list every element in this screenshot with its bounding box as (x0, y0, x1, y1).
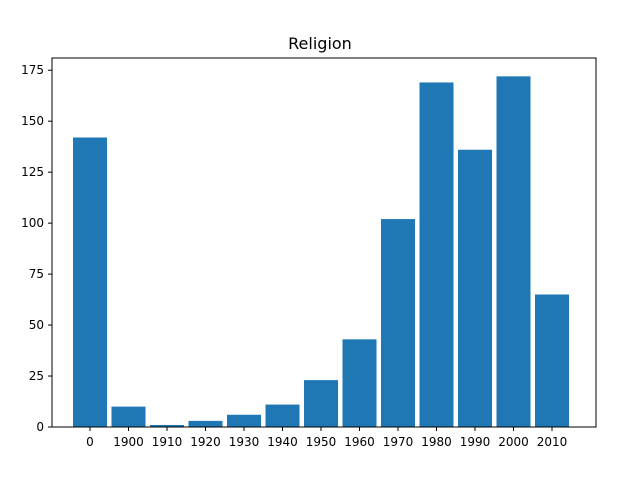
x-tick-label-1930: 1930 (229, 435, 260, 449)
x-tick-label-1980: 1980 (421, 435, 452, 449)
y-tick-label-25: 25 (29, 369, 44, 383)
x-tick-label-1910: 1910 (152, 435, 183, 449)
bar-1910 (150, 424, 184, 427)
bar-1920 (188, 420, 223, 427)
y-tick-label-150: 150 (21, 114, 44, 128)
x-tick-label-1990: 1990 (460, 435, 491, 449)
bar-2000 (496, 76, 531, 427)
bar-1980 (419, 82, 454, 428)
x-tick-label-1920: 1920 (190, 435, 221, 449)
y-tick-label-0: 0 (36, 420, 44, 434)
x-tick-label-1940: 1940 (267, 435, 298, 449)
y-tick-label-50: 50 (29, 318, 44, 332)
x-tick-label-2010: 2010 (537, 435, 568, 449)
bar-1940 (265, 404, 300, 427)
bar-2010 (535, 294, 569, 427)
bars-layer (73, 76, 569, 428)
x-tick-label-2000: 2000 (498, 435, 529, 449)
bar-1900 (111, 406, 146, 427)
bar-1950 (304, 380, 338, 427)
y-axis-ticks: 0 25 50 75 100 125 150 175 (21, 63, 52, 434)
y-tick-label-125: 125 (21, 165, 44, 179)
y-tick-label-100: 100 (21, 216, 44, 230)
x-axis-ticks: 0 1900 1910 1920 1930 1940 1950 1960 1970 1980 199… (86, 427, 567, 449)
bar-1990 (458, 149, 492, 428)
x-tick-label-1970: 1970 (383, 435, 414, 449)
bar-1930 (227, 414, 261, 427)
bar-0 (73, 137, 107, 427)
y-tick-label-175: 175 (21, 63, 44, 77)
x-tick-label-1960: 1960 (344, 435, 375, 449)
y-tick-label-75: 75 (29, 267, 44, 281)
x-tick-label-0: 0 (86, 435, 94, 449)
bar-1970 (381, 219, 415, 427)
bar-1960 (342, 339, 377, 427)
x-tick-label-1900: 1900 (113, 435, 144, 449)
chart-title: Religion (288, 34, 352, 53)
x-tick-label-1950: 1950 (306, 435, 337, 449)
plot-frame (51, 57, 597, 428)
